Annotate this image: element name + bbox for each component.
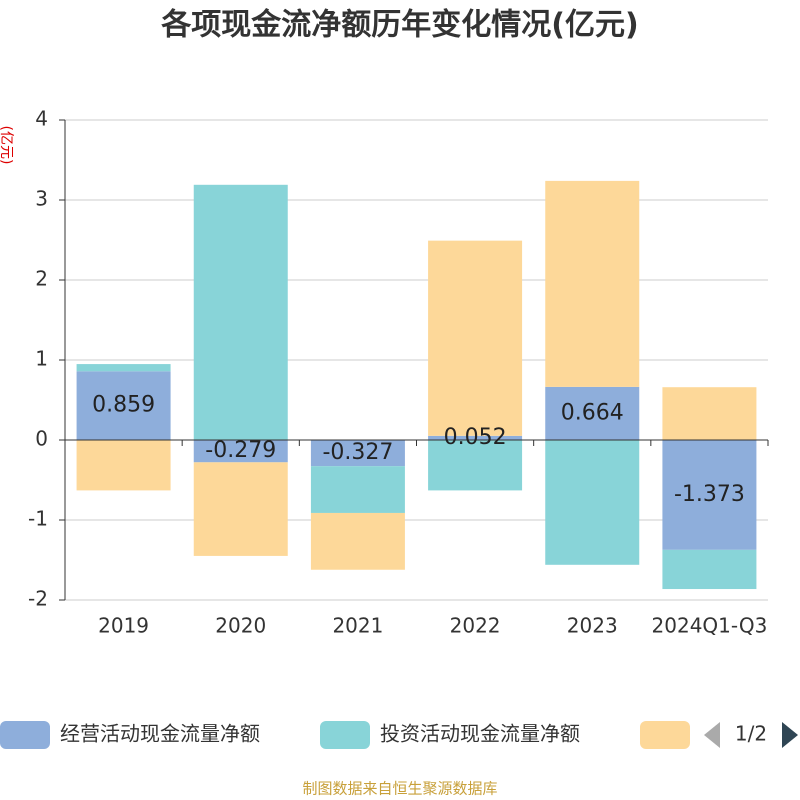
legend-prev[interactable] xyxy=(704,722,720,748)
y-tick-label: 2 xyxy=(35,267,48,291)
data-label: -0.327 xyxy=(322,440,393,465)
bar xyxy=(193,462,288,556)
bar xyxy=(76,364,171,372)
bar xyxy=(310,440,405,467)
legend-label: 经营活动现金流量净额 xyxy=(60,722,260,746)
y-tick-label: -1 xyxy=(28,507,48,531)
bar xyxy=(545,180,640,387)
bar xyxy=(428,440,523,491)
y-tick-label: -2 xyxy=(28,587,48,611)
bar xyxy=(428,240,523,436)
bar xyxy=(545,440,640,565)
x-tick-label: 2019 xyxy=(98,614,149,638)
y-tick-label: 4 xyxy=(35,107,48,131)
legend-swatch xyxy=(0,721,50,749)
data-label: -0.279 xyxy=(205,438,276,463)
bar xyxy=(662,387,757,440)
x-tick-label: 2022 xyxy=(450,614,501,638)
data-label: 0.859 xyxy=(92,393,155,418)
bar xyxy=(310,512,405,570)
x-tick-label: 2023 xyxy=(567,614,618,638)
bar xyxy=(76,371,171,440)
y-tick-label: 0 xyxy=(35,427,48,451)
chart-title: 各项现金流净额历年变化情况(亿元) xyxy=(160,8,638,43)
legend-swatch xyxy=(320,721,370,749)
y-tick-label: 3 xyxy=(35,187,48,211)
bar xyxy=(662,440,757,550)
data-label: -1.373 xyxy=(674,482,745,507)
data-label: 0.664 xyxy=(561,400,624,425)
bar xyxy=(310,466,405,513)
y-tick-label: 1 xyxy=(35,347,48,371)
source: 制图数据来自恒生聚源数据库 xyxy=(302,780,497,798)
bar xyxy=(193,184,288,440)
bar xyxy=(428,435,523,440)
legend-swatch xyxy=(640,721,690,749)
x-tick-label: 2024Q1-Q3 xyxy=(652,614,768,638)
data-label: 0.052 xyxy=(444,425,507,450)
legend-page: 1/2 xyxy=(735,722,767,746)
y-axis-label: (亿元) xyxy=(0,126,14,165)
legend-label: 投资活动现金流量净额 xyxy=(380,722,580,746)
x-tick-label: 2020 xyxy=(215,614,266,638)
bar xyxy=(76,440,171,491)
bar xyxy=(662,549,757,590)
legend-next[interactable] xyxy=(782,722,798,748)
bar xyxy=(193,440,288,463)
bar xyxy=(545,386,640,440)
x-tick-label: 2021 xyxy=(332,614,383,638)
